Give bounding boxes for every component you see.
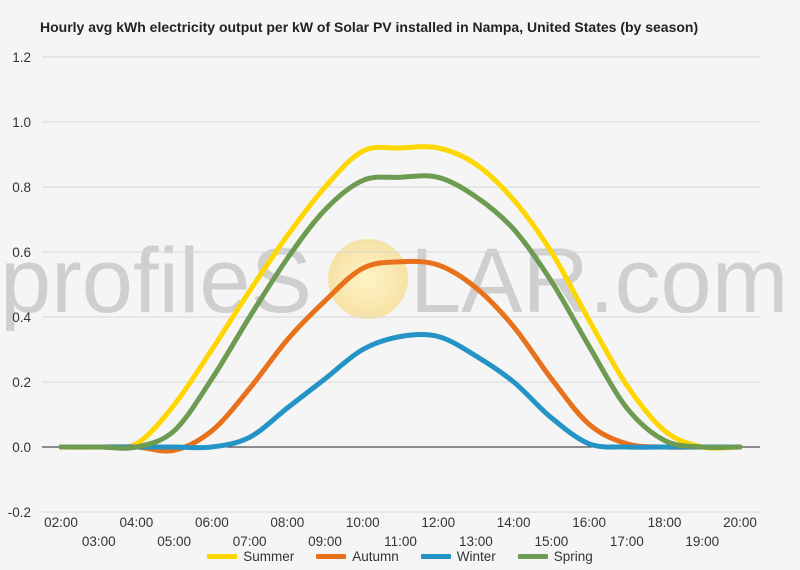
x-tick-label: 16:00 [572,515,606,530]
legend-swatch-autumn [316,554,347,559]
legend-item-winter: Winter [420,549,496,564]
legend-swatch-summer [207,554,238,559]
y-tick-label: 1.2 [12,50,31,65]
x-tick-label: 20:00 [723,515,757,530]
legend-label-autumn: Autumn [352,549,399,564]
x-tick-label: 14:00 [497,515,531,530]
x-tick-label: 07:00 [233,534,267,549]
y-tick-label: 1.0 [12,115,31,130]
x-tick-label: 03:00 [82,534,116,549]
chart-title: Hourly avg kWh electricity output per kW… [40,19,699,35]
legend-label-winter: Winter [456,549,496,564]
legend-label-summer: Summer [243,549,295,564]
x-tick-label: 05:00 [157,534,191,549]
y-tick-label: -0.2 [8,505,31,520]
series-line-autumn [58,258,743,454]
x-tick-label: 11:00 [384,534,417,549]
y-tick-label: 0.0 [12,440,31,455]
series-line-spring [58,173,743,451]
legend-item-spring: Spring [517,549,593,564]
x-tick-label: 09:00 [308,534,342,549]
axes: -0.2 0.0 0.2 0.4 0.6 0.8 1.0 1.2 02:00 03:00 04:00… [8,50,757,549]
x-tick-label: 04:00 [120,515,154,530]
x-tick-label: 08:00 [270,515,304,530]
series-line-summer [58,144,743,451]
x-tick-label: 18:00 [648,515,682,530]
series-lines [58,144,743,454]
x-tick-label: 15:00 [534,534,568,549]
x-tick-label: 19:00 [685,534,719,549]
legend-swatch-spring [517,554,548,559]
legend: Summer Autumn Winter Spring [0,549,800,564]
x-tick-label: 10:00 [346,515,380,530]
sun-logo-icon [328,239,408,319]
x-tick-label: 02:00 [44,515,78,530]
watermark: profileS LAR.com [0,230,788,332]
legend-label-spring: Spring [553,549,593,564]
watermark-tail: LAR.com [410,230,788,332]
x-tick-label: 12:00 [421,515,455,530]
x-tick-label: 06:00 [195,515,229,530]
series-line-winter [58,331,743,451]
legend-swatch-winter [420,554,451,559]
y-tick-label: 0.6 [12,245,31,260]
y-tick-label: 0.2 [12,375,31,390]
legend-item-summer: Summer [207,549,294,564]
y-tick-label: 0.8 [12,180,31,195]
legend-item-autumn: Autumn [316,549,399,564]
x-tick-label: 13:00 [459,534,493,549]
y-tick-label: 0.4 [12,310,31,325]
watermark-lead: profileS [0,230,312,332]
x-tick-label: 17:00 [610,534,644,549]
